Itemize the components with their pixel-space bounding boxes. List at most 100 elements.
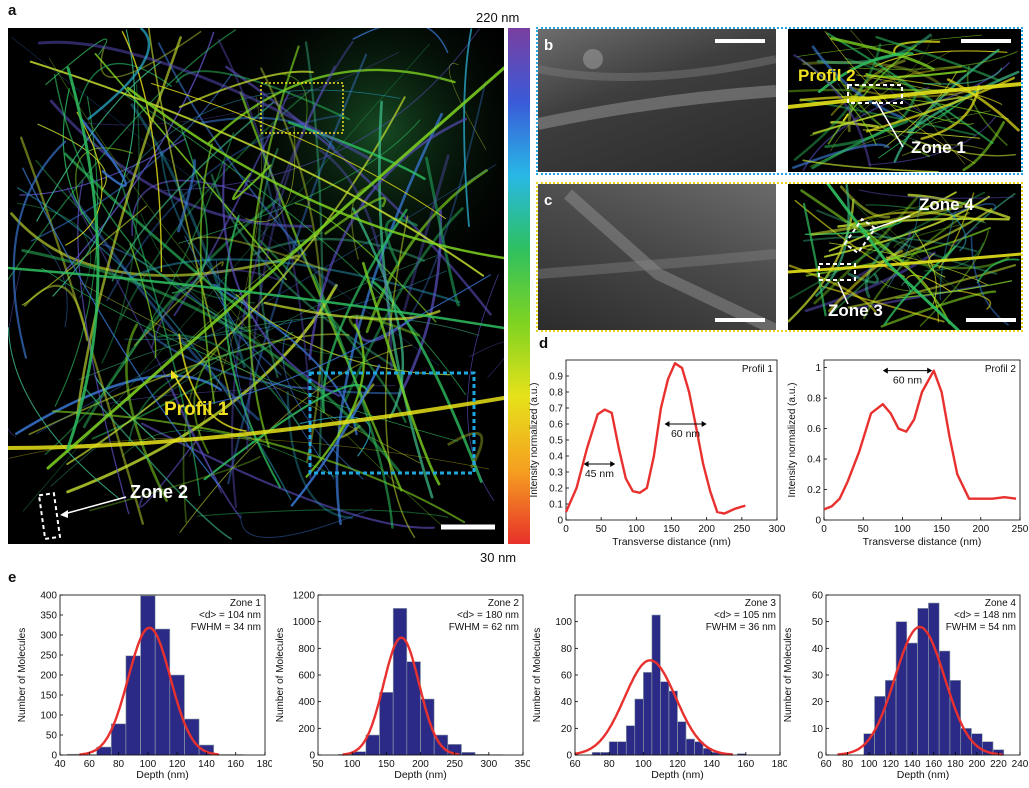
y-tick-label: 150 <box>40 691 57 702</box>
y-tick-label: 50 <box>812 617 824 628</box>
profile-line <box>823 369 1017 511</box>
y-tick-label: 0.8 <box>807 394 821 405</box>
gaussian-fit <box>837 625 1003 756</box>
y-tick-label: 1200 <box>293 591 316 602</box>
zone2-histogram: 50 100 150 200 250 300 350 0 200 400 600 800 1000 120… <box>275 591 530 782</box>
y-tick-label: 20 <box>812 697 824 708</box>
profil2-label: Profil 2 <box>798 66 856 85</box>
y-tick-label: 0 <box>51 751 57 762</box>
x-tick-label: 140 <box>904 759 921 770</box>
x-tick-label: 120 <box>169 759 186 770</box>
x-tick-label: 140 <box>198 759 215 770</box>
zone-annotation: Zone 2 <box>488 598 520 609</box>
image-a-canvas <box>1 21 512 544</box>
x-tick-label: 180 <box>947 759 964 770</box>
x-tick-label: 200 <box>969 759 986 770</box>
x-tick-label: 50 <box>596 524 608 535</box>
arrow-head <box>701 421 707 427</box>
histogram-bar <box>461 752 476 756</box>
y-tick-label: 0 <box>817 751 823 762</box>
x-axis-label: Transverse distance (nm) <box>863 536 982 548</box>
y-tick-label: 10 <box>812 724 824 735</box>
x-tick-label: 200 <box>698 524 715 535</box>
y-tick-label: 800 <box>298 644 315 655</box>
plot-frame <box>565 359 778 521</box>
colorbar-min-label: 30 nm <box>480 550 517 565</box>
arrow-head <box>882 367 888 374</box>
colorbar <box>508 28 530 544</box>
histogram-bar <box>110 723 127 756</box>
x-axis-label: Depth (nm) <box>136 769 189 781</box>
x-tick-label: 160 <box>227 759 244 770</box>
y-tick-label: 0 <box>309 751 315 762</box>
histogram-bar <box>895 621 908 756</box>
x-tick-label: 60 <box>820 759 832 770</box>
x-tick-label: 100 <box>140 759 157 770</box>
fit-statistic: <d> = 148 nm <box>954 610 1016 621</box>
fit-statistic: FWHM = 36 nm <box>706 622 776 633</box>
histogram-bar <box>906 642 918 756</box>
x-tick-label: 120 <box>669 759 686 770</box>
plot-frame <box>823 359 1021 521</box>
x-tick-label: 50 <box>312 759 324 770</box>
panel-label-d: d <box>539 335 549 352</box>
y-axis-label: Number of Molecules <box>275 628 286 722</box>
histogram-bar <box>608 741 619 756</box>
y-tick-label: 0.2 <box>549 484 563 495</box>
zone4-histogram: 60 80 100 120 140 160 180 200 220 240 0 10 20 30 40 50 6… <box>783 591 1029 782</box>
x-tick-label: 0 <box>821 524 827 535</box>
y-tick-label: 600 <box>298 671 315 682</box>
y-tick-label: 250 <box>40 651 57 662</box>
histogram-bar <box>617 741 627 756</box>
x-tick-label: 200 <box>972 524 989 535</box>
arrow-head <box>664 421 670 427</box>
gaussian-fit <box>79 626 219 756</box>
profile2-chart: 0 50 100 150 200 250 0 0.2 0.4 0.6 0.8 1 60 nm Profil… <box>787 359 1029 548</box>
colorbar-max-label: 220 nm <box>476 10 520 25</box>
gaussian-fit <box>342 636 460 756</box>
panel-label-e: e <box>8 569 17 586</box>
y-tick-label: 0.6 <box>807 424 821 435</box>
histogram-bar <box>392 608 408 756</box>
histogram-bar <box>140 595 156 756</box>
histogram-bar <box>125 655 141 756</box>
x-tick-label: 100 <box>894 524 911 535</box>
histogram-bar <box>625 725 636 756</box>
x-tick-label: 220 <box>990 759 1007 770</box>
panel-label-a: a <box>8 2 17 19</box>
x-tick-label: 140 <box>703 759 720 770</box>
x-tick-label: 150 <box>933 524 950 535</box>
x-axis-label: Depth (nm) <box>897 769 950 781</box>
x-tick-label: 80 <box>842 759 854 770</box>
x-tick-label: 100 <box>344 759 361 770</box>
histogram-bar <box>677 721 687 756</box>
arrow-head <box>583 461 589 467</box>
x-tick-label: 200 <box>412 759 429 770</box>
y-tick-label: 400 <box>298 697 315 708</box>
histogram-bar <box>651 614 661 756</box>
image-b-super-res: Profil 2 Zone 1 <box>788 29 1021 172</box>
y-tick-label: 0 <box>566 751 572 762</box>
histogram-bar <box>660 681 670 756</box>
y-tick-label: 0.9 <box>549 372 563 383</box>
y-tick-label: 0.7 <box>549 404 563 415</box>
y-axis-label: Intensity normalized (a.u.) <box>529 382 540 497</box>
y-tick-label: 60 <box>812 591 824 602</box>
x-axis-label: Transverse distance (nm) <box>612 536 731 548</box>
image-c-super-res: Zone 4 Zone 3 <box>788 184 1021 330</box>
zone4-label: Zone 4 <box>919 195 974 214</box>
x-tick-label: 80 <box>604 759 616 770</box>
fit-statistic: <d> = 180 nm <box>457 610 519 621</box>
profil1-label: Profil 1 <box>164 399 229 420</box>
y-tick-label: 0.4 <box>807 455 821 466</box>
y-axis-label: Number of Molecules <box>17 628 28 722</box>
x-tick-label: 250 <box>446 759 463 770</box>
y-tick-label: 40 <box>812 644 824 655</box>
zone2-label: Zone 2 <box>130 482 189 502</box>
histogram-bar <box>406 661 421 756</box>
x-tick-label: 180 <box>257 759 272 770</box>
gaussian-fit <box>574 659 733 756</box>
y-axis-label: Number of Molecules <box>532 628 543 722</box>
x-axis-label: Depth (nm) <box>651 769 704 781</box>
y-tick-label: 40 <box>561 697 573 708</box>
